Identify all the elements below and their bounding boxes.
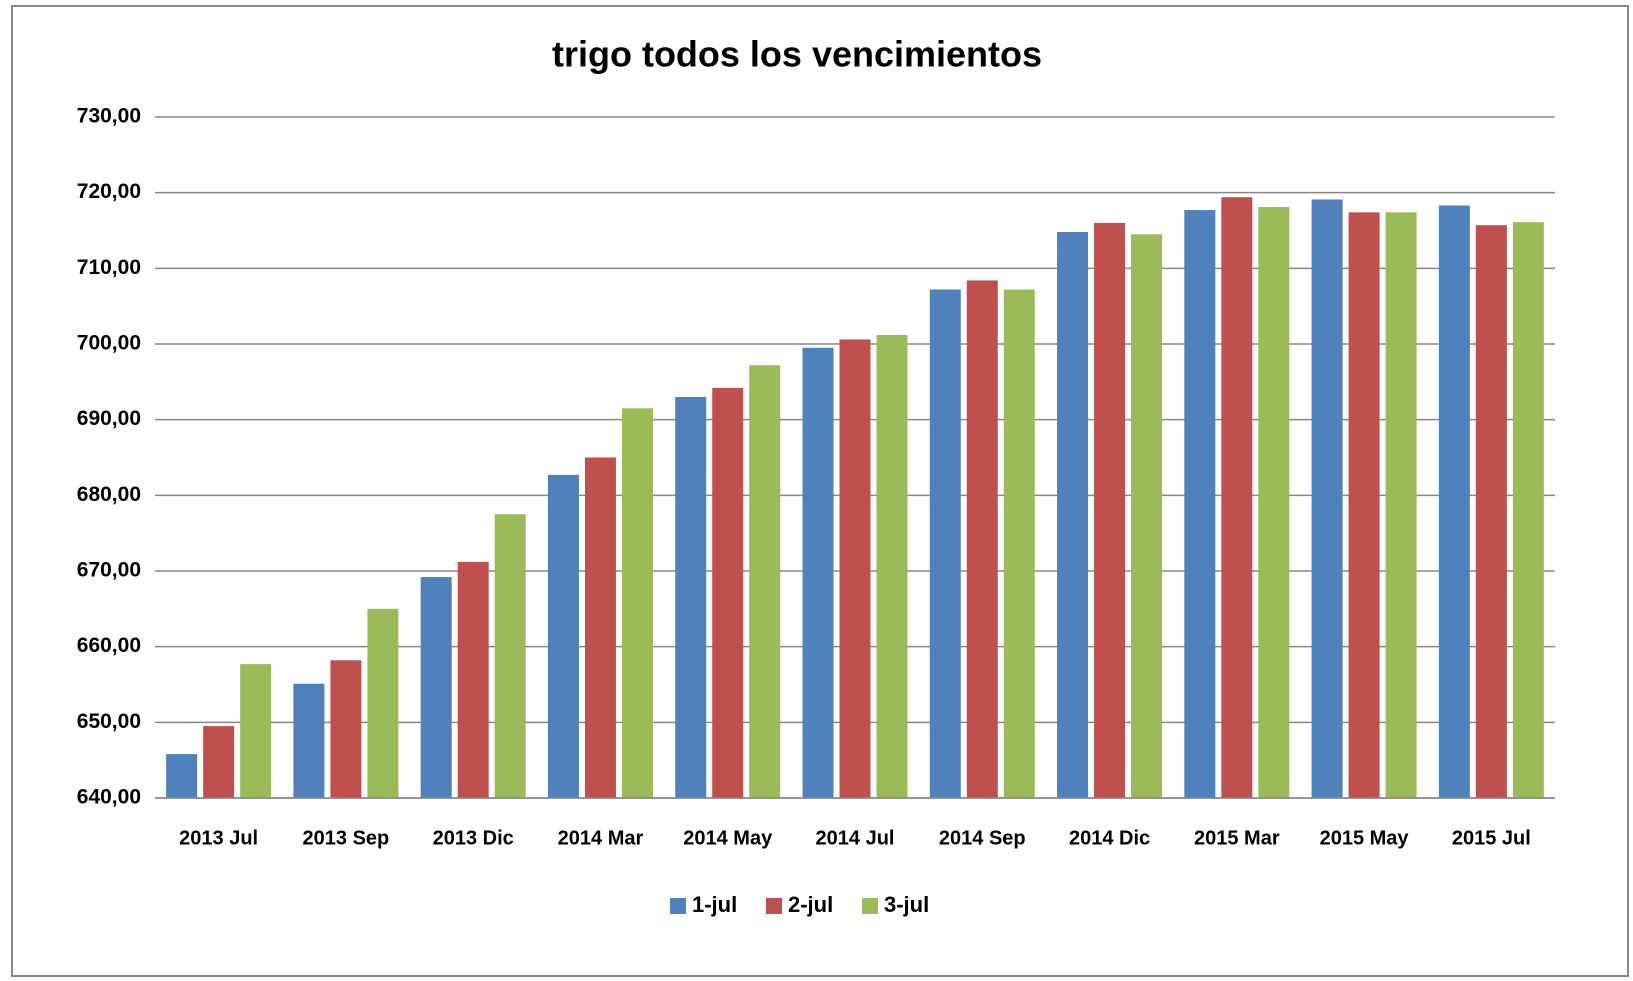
bar (1094, 222, 1126, 798)
bar (293, 683, 325, 798)
bar (1438, 205, 1470, 798)
chart-title: trigo todos los vencimientos (552, 34, 1042, 75)
bar (203, 726, 235, 798)
bar (1258, 207, 1290, 798)
bar (1311, 199, 1343, 798)
bar (749, 365, 781, 798)
legend-swatch (766, 898, 782, 914)
x-tick-label: 2013 Sep (303, 827, 390, 849)
y-tick-label: 710,00 (77, 256, 141, 279)
legend-label: 1-jul (692, 892, 737, 917)
bar (1131, 234, 1163, 799)
bar (1057, 232, 1089, 799)
bar (621, 408, 653, 798)
y-tick-label: 670,00 (77, 559, 141, 582)
bar (420, 577, 452, 798)
bar (457, 561, 489, 798)
x-tick-label: 2014 Jul (816, 827, 895, 849)
legend-label: 3-jul (884, 892, 929, 917)
bar (876, 334, 908, 798)
bar (712, 387, 744, 798)
legend-swatch (862, 898, 878, 914)
x-tick-label: 2015 Jul (1452, 827, 1531, 849)
bar (929, 289, 961, 798)
x-tick-label: 2014 Dic (1069, 827, 1150, 849)
y-tick-label: 680,00 (77, 483, 141, 506)
x-tick-label: 2014 May (683, 827, 773, 849)
bar (1385, 212, 1417, 799)
bar (330, 660, 362, 798)
bar (1221, 197, 1253, 798)
y-tick-label: 700,00 (77, 332, 141, 355)
x-tick-label: 2014 Sep (939, 827, 1026, 849)
bar (839, 339, 871, 798)
bar (966, 280, 998, 798)
bar (1512, 222, 1544, 799)
x-tick-label: 2014 Mar (558, 827, 644, 849)
x-tick-label: 2013 Dic (433, 827, 514, 849)
bar (367, 608, 399, 798)
x-tick-label: 2013 Jul (179, 827, 258, 849)
y-tick-label: 640,00 (77, 786, 141, 809)
bar (547, 474, 579, 798)
y-tick-label: 690,00 (77, 407, 141, 430)
y-tick-label: 660,00 (77, 634, 141, 657)
bar (494, 514, 526, 798)
bar (240, 664, 272, 798)
bar (166, 754, 198, 798)
y-tick-label: 650,00 (77, 710, 141, 733)
bar (675, 396, 707, 798)
legend-swatch (670, 898, 686, 914)
y-tick-label: 730,00 (77, 105, 141, 128)
bar (1003, 289, 1035, 798)
x-tick-label: 2015 May (1320, 827, 1410, 849)
y-tick-label: 720,00 (77, 180, 141, 203)
bar (1475, 225, 1507, 798)
bar (584, 457, 616, 798)
bar (802, 347, 834, 798)
legend-label: 2-jul (788, 892, 833, 917)
bar (1184, 210, 1216, 798)
x-tick-label: 2015 Mar (1194, 827, 1280, 849)
bar (1348, 212, 1380, 799)
